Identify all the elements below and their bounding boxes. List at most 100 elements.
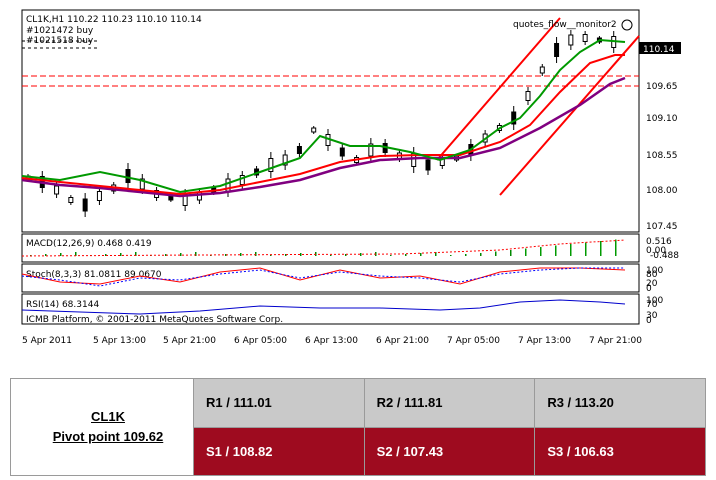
- time-tick: 7 Apr 21:00: [589, 336, 642, 346]
- macd-bar: [330, 255, 332, 256]
- macd-bar: [360, 253, 362, 256]
- candle-body: [282, 154, 288, 166]
- support-2: S2 / 107.43: [363, 426, 536, 476]
- macd-histogram: [30, 239, 617, 256]
- stoch-tick: 20: [646, 279, 658, 289]
- macd-bar: [540, 247, 542, 256]
- price-chart[interactable]: 110.14 CL1K,H1 110.22 110.23 110.10 110.…: [0, 0, 716, 355]
- candle-body: [425, 159, 431, 171]
- time-tick: 7 Apr 13:00: [518, 336, 571, 346]
- macd-bar: [45, 254, 47, 256]
- time-tick: 6 Apr 05:00: [234, 336, 287, 346]
- rsi-tick: 0: [646, 316, 652, 326]
- macd-bar: [255, 252, 257, 256]
- pivot-point: Pivot point 109.62: [52, 429, 164, 444]
- candle-body: [339, 147, 345, 157]
- ma-mid: [21, 54, 625, 196]
- macd-bar: [210, 255, 212, 256]
- time-tick: 7 Apr 05:00: [447, 336, 500, 346]
- macd-bar: [525, 248, 527, 256]
- stoch-signal: [21, 267, 625, 287]
- macd-bar: [435, 252, 437, 256]
- macd-bar: [390, 255, 392, 256]
- price-tick: 108.55: [646, 151, 678, 161]
- resistance-3: R3 / 113.20: [534, 378, 706, 428]
- macd-bar: [420, 253, 422, 256]
- price-tick: 107.45: [646, 222, 678, 232]
- symbol-header: CL1K,H1 110.22 110.23 110.10 110.14: [26, 15, 202, 25]
- stoch-label: Stoch(8,3,3) 81.0811 89.0670: [26, 270, 162, 280]
- macd-bar: [180, 253, 182, 256]
- support-3: S3 / 106.63: [534, 426, 706, 476]
- macd-bar: [165, 254, 167, 256]
- candle-body: [296, 146, 302, 154]
- current-price-text: 110.14: [643, 45, 675, 55]
- candle-body: [539, 66, 545, 74]
- order-label-1: #1021472 buy: [26, 26, 94, 36]
- candle-body: [168, 195, 174, 201]
- candle-body: [268, 158, 274, 172]
- candle-body: [582, 34, 588, 42]
- symbol-cell: CL1K Pivot point 109.62: [10, 378, 194, 476]
- time-tick: 5 Apr 13:00: [93, 336, 146, 346]
- candle-body: [568, 34, 574, 46]
- macd-panel: [21, 233, 640, 263]
- support-1: S1 / 108.82: [193, 426, 365, 476]
- channel-upper: [436, 17, 561, 161]
- price-tick: 108.00: [646, 186, 678, 196]
- stoch-tick: 100: [646, 266, 663, 276]
- macd-bar: [240, 253, 242, 256]
- rsi-tick: 30: [646, 311, 658, 321]
- macd-bar: [510, 250, 512, 256]
- macd-bar: [195, 252, 197, 256]
- candle-body: [368, 143, 374, 157]
- macd-bar: [450, 255, 452, 256]
- macd-tick: -0.488: [650, 251, 679, 261]
- candle-body: [239, 175, 245, 185]
- rsi-label: RSI(14) 68.3144: [26, 300, 99, 310]
- stoch-tick: 0: [646, 284, 652, 294]
- time-axis: 5 Apr 2011 5 Apr 13:00 5 Apr 21:00 6 Apr…: [22, 336, 642, 346]
- main-panel: [21, 9, 640, 233]
- macd-bar: [75, 252, 77, 256]
- macd-bar: [105, 254, 107, 256]
- macd-bar: [270, 255, 272, 256]
- macd-tick: 0.00: [646, 246, 666, 256]
- time-tick: 5 Apr 21:00: [163, 336, 216, 346]
- candle-body: [68, 197, 74, 203]
- macd-bar: [135, 252, 137, 256]
- resistance-2: R2 / 111.81: [363, 378, 536, 428]
- rsi-tick: 100: [646, 296, 663, 306]
- macd-bar: [495, 251, 497, 256]
- smiley-icon: [621, 19, 633, 31]
- macd-bar: [465, 254, 467, 256]
- candle-body: [82, 198, 88, 212]
- time-tick: 6 Apr 13:00: [305, 336, 358, 346]
- rsi-panel: [21, 293, 640, 325]
- macd-bar: [225, 254, 227, 256]
- price-tick: 109.10: [646, 114, 678, 124]
- candle-body: [525, 91, 531, 101]
- rsi-line: [21, 299, 626, 315]
- macd-bar: [600, 241, 602, 256]
- macd-label: MACD(12,26,9) 0.468 0.419: [26, 239, 152, 249]
- stoch-tick: 80: [646, 270, 658, 280]
- macd-bar: [300, 253, 302, 256]
- macd-bar: [60, 253, 62, 256]
- macd-bar: [405, 254, 407, 256]
- ma-slow: [21, 76, 626, 198]
- macd-bar: [555, 245, 557, 256]
- macd-bar: [480, 253, 482, 256]
- macd-bar: [120, 253, 122, 256]
- copyright: ICMB Platform, © 2001-2011 MetaQuotes So…: [26, 315, 283, 325]
- macd-tick: 0.516: [646, 237, 672, 247]
- pivot-table: CL1K Pivot point 109.62 R1 / 111.01 R2 /…: [10, 378, 706, 476]
- candle-body: [311, 127, 317, 133]
- candle-body: [139, 178, 145, 190]
- channel-lower: [499, 35, 640, 196]
- indicator-label: quotes_flow__monitor2: [513, 20, 617, 30]
- symbol-name: CL1K: [91, 409, 125, 424]
- candle-body: [511, 111, 517, 125]
- time-tick: 6 Apr 21:00: [376, 336, 429, 346]
- candle-body: [96, 191, 102, 201]
